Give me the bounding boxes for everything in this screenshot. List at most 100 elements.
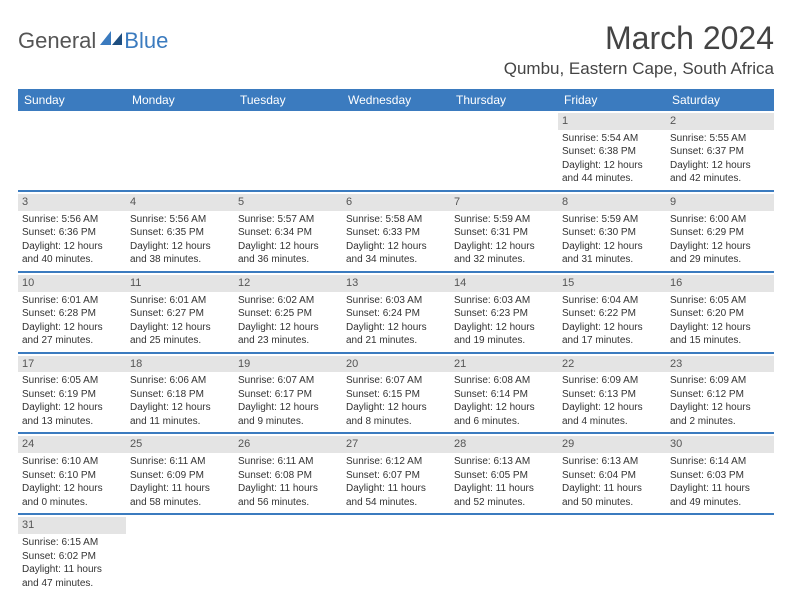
day-detail: Sunrise: 5:57 AM (238, 213, 338, 227)
day-detail: Daylight: 11 hours (562, 482, 662, 496)
day-detail: Daylight: 11 hours (238, 482, 338, 496)
day-detail: Sunrise: 6:08 AM (454, 374, 554, 388)
day-detail: Sunset: 6:09 PM (130, 469, 230, 483)
day-detail: Sunset: 6:29 PM (670, 226, 770, 240)
title-block: March 2024 Qumbu, Eastern Cape, South Af… (504, 20, 774, 79)
day-detail: Sunset: 6:20 PM (670, 307, 770, 321)
day-number: 13 (342, 275, 450, 292)
day-number: 28 (450, 436, 558, 453)
week-row: 24Sunrise: 6:10 AMSunset: 6:10 PMDayligh… (18, 434, 774, 515)
day-detail: Daylight: 12 hours (670, 159, 770, 173)
day-cell: 21Sunrise: 6:08 AMSunset: 6:14 PMDayligh… (450, 354, 558, 433)
day-detail: and 42 minutes. (670, 172, 770, 186)
day-number: 14 (450, 275, 558, 292)
day-cell: 28Sunrise: 6:13 AMSunset: 6:05 PMDayligh… (450, 434, 558, 513)
day-detail: and 9 minutes. (238, 415, 338, 429)
day-cell: 19Sunrise: 6:07 AMSunset: 6:17 PMDayligh… (234, 354, 342, 433)
day-detail: Sunrise: 6:07 AM (346, 374, 446, 388)
day-detail: Sunrise: 6:15 AM (22, 536, 122, 550)
day-number: 27 (342, 436, 450, 453)
day-cell: 11Sunrise: 6:01 AMSunset: 6:27 PMDayligh… (126, 273, 234, 352)
day-number: 23 (666, 356, 774, 373)
day-cell: 10Sunrise: 6:01 AMSunset: 6:28 PMDayligh… (18, 273, 126, 352)
day-detail: Sunrise: 5:56 AM (130, 213, 230, 227)
day-detail: Sunset: 6:18 PM (130, 388, 230, 402)
dayname-header: Thursday (450, 89, 558, 111)
day-detail: and 50 minutes. (562, 496, 662, 510)
day-number: 9 (666, 194, 774, 211)
week-row: 17Sunrise: 6:05 AMSunset: 6:19 PMDayligh… (18, 354, 774, 435)
empty-cell (342, 515, 450, 594)
day-detail: Sunrise: 5:58 AM (346, 213, 446, 227)
day-cell: 3Sunrise: 5:56 AMSunset: 6:36 PMDaylight… (18, 192, 126, 271)
day-detail: and 56 minutes. (238, 496, 338, 510)
day-number: 2 (666, 113, 774, 130)
day-detail: Daylight: 11 hours (22, 563, 122, 577)
day-detail: Daylight: 12 hours (346, 240, 446, 254)
day-detail: Sunset: 6:15 PM (346, 388, 446, 402)
day-cell: 1Sunrise: 5:54 AMSunset: 6:38 PMDaylight… (558, 111, 666, 190)
dayname-header: Monday (126, 89, 234, 111)
empty-cell (18, 111, 126, 190)
day-detail: and 40 minutes. (22, 253, 122, 267)
day-detail: Sunrise: 5:55 AM (670, 132, 770, 146)
day-detail: and 52 minutes. (454, 496, 554, 510)
day-number: 3 (18, 194, 126, 211)
header: General Blue March 2024 Qumbu, Eastern C… (18, 20, 774, 79)
day-detail: and 21 minutes. (346, 334, 446, 348)
day-number: 22 (558, 356, 666, 373)
day-detail: and 25 minutes. (130, 334, 230, 348)
day-detail: Sunrise: 6:05 AM (670, 294, 770, 308)
day-detail: Sunset: 6:31 PM (454, 226, 554, 240)
week-row: 3 Sunrise: 5:56 AM Sunset: 6:36 PM Daylight… (18, 192, 774, 273)
day-detail: Daylight: 12 hours (670, 321, 770, 335)
day-detail: Daylight: 12 hours (346, 321, 446, 335)
day-number: 18 (126, 356, 234, 373)
day-detail: Sunset: 6:03 PM (670, 469, 770, 483)
day-number: 17 (18, 356, 126, 373)
empty-cell (558, 515, 666, 594)
day-detail: Sunset: 6:25 PM (238, 307, 338, 321)
day-number: 12 (234, 275, 342, 292)
day-number: 30 (666, 436, 774, 453)
day-detail: Daylight: 11 hours (454, 482, 554, 496)
day-cell: 27Sunrise: 6:12 AMSunset: 6:07 PMDayligh… (342, 434, 450, 513)
day-detail: and 34 minutes. (346, 253, 446, 267)
brand-general: General (18, 28, 96, 54)
day-cell: 13Sunrise: 6:03 AMSunset: 6:24 PMDayligh… (342, 273, 450, 352)
day-detail: Daylight: 11 hours (130, 482, 230, 496)
day-cell: 25Sunrise: 6:11 AMSunset: 6:09 PMDayligh… (126, 434, 234, 513)
day-detail: and 23 minutes. (238, 334, 338, 348)
day-cell: 14Sunrise: 6:03 AMSunset: 6:23 PMDayligh… (450, 273, 558, 352)
day-detail: Sunset: 6:10 PM (22, 469, 122, 483)
day-detail: Sunset: 6:19 PM (22, 388, 122, 402)
day-detail: and 36 minutes. (238, 253, 338, 267)
day-detail: Sunset: 6:08 PM (238, 469, 338, 483)
day-number: 7 (450, 194, 558, 211)
day-cell: 31Sunrise: 6:15 AMSunset: 6:02 PMDayligh… (18, 515, 126, 594)
day-detail: Daylight: 12 hours (454, 401, 554, 415)
day-detail: Sunset: 6:04 PM (562, 469, 662, 483)
day-detail: and 44 minutes. (562, 172, 662, 186)
day-detail: Sunset: 6:12 PM (670, 388, 770, 402)
day-detail: Daylight: 12 hours (238, 321, 338, 335)
day-cell: 7Sunrise: 5:59 AMSunset: 6:31 PMDaylight… (450, 192, 558, 271)
day-detail: Sunrise: 6:04 AM (562, 294, 662, 308)
day-detail: and 58 minutes. (130, 496, 230, 510)
week-row: 31Sunrise: 6:15 AMSunset: 6:02 PMDayligh… (18, 515, 774, 594)
day-detail: Sunset: 6:36 PM (22, 226, 122, 240)
day-detail: Sunset: 6:14 PM (454, 388, 554, 402)
day-detail: Sunrise: 6:06 AM (130, 374, 230, 388)
day-detail: Daylight: 11 hours (346, 482, 446, 496)
day-detail: and 2 minutes. (670, 415, 770, 429)
day-detail: and 4 minutes. (562, 415, 662, 429)
day-detail: Daylight: 12 hours (22, 321, 122, 335)
day-detail: and 54 minutes. (346, 496, 446, 510)
empty-cell (126, 515, 234, 594)
day-detail: Sunset: 6:34 PM (238, 226, 338, 240)
day-detail: Sunset: 6:02 PM (22, 550, 122, 564)
day-detail: Sunset: 6:13 PM (562, 388, 662, 402)
day-detail: Sunrise: 6:01 AM (22, 294, 122, 308)
day-detail: Daylight: 12 hours (130, 321, 230, 335)
day-number: 29 (558, 436, 666, 453)
